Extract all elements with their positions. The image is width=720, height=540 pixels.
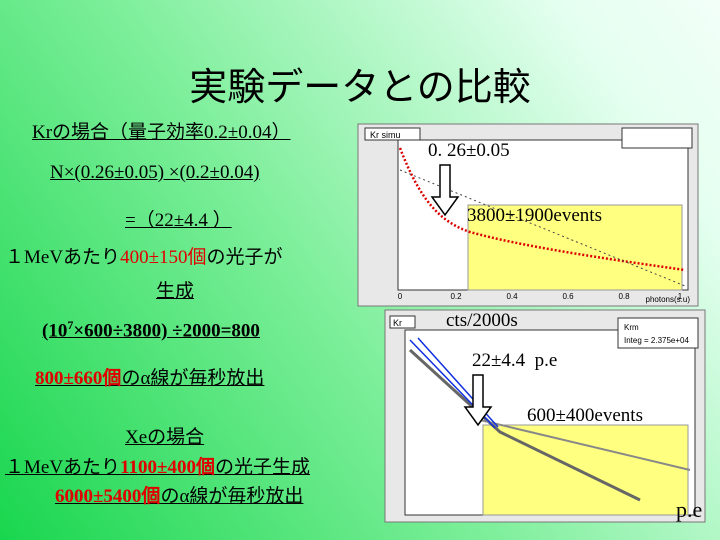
title: 実験データとの比較 [189, 65, 531, 109]
text-line: １MeVあたり1100±400個の光子生成 [5, 452, 310, 479]
plot-title: Kr simu [370, 130, 401, 140]
stats-title: Krm [624, 323, 639, 332]
text: 400±150個 [120, 247, 207, 268]
text-line: Krの場合（量子効率0.2±0.04） [32, 122, 291, 143]
text: 800±660個 [35, 368, 122, 389]
text: 1100±400個 [120, 457, 215, 478]
text-line: 生成 [156, 281, 195, 302]
text: 6000±5400個 [55, 486, 161, 507]
text: の光子が [206, 247, 283, 268]
x-tick-label: 0.4 [506, 292, 518, 301]
annotation: 0. 26±0.05 [428, 140, 510, 161]
x-label: photons(s.u) [646, 295, 691, 304]
arrow [430, 164, 460, 217]
text-line: 6000±5400個のα線が毎秒放出 [55, 481, 303, 508]
annotation: 22±4.4 p.e [472, 350, 558, 371]
annotation: 600±400events [527, 405, 643, 426]
plot-title: Kr [393, 318, 402, 328]
x-tick-label: 0.2 [450, 292, 462, 301]
x-tick-label: 0.6 [562, 292, 574, 301]
x-tick-label: 0.8 [618, 292, 630, 301]
text: (10 [42, 320, 68, 342]
plot-2: Kr Krm Integ = 2.375e+04 [384, 309, 706, 523]
text-line: =（22±4.4 ） [125, 210, 232, 231]
text-line: 800±660個のα線が毎秒放出 [35, 363, 264, 390]
text: １MeVあたり [5, 457, 121, 478]
annotation: p.e [676, 497, 703, 522]
text: の光子生成 [214, 457, 310, 478]
text: １MeVあたり [5, 247, 121, 268]
text-line: １MeVあたり400±150個の光子が [5, 242, 283, 269]
x-tick-label: 1 [678, 292, 683, 301]
arrow [463, 374, 493, 427]
text: ×600÷3800) ÷2000=800 [73, 320, 260, 342]
x-tick-label: 0 [398, 292, 403, 301]
text-line: (107×600÷3800) ÷2000=800 [42, 318, 260, 342]
annotation: cts/2000s [446, 310, 518, 331]
text: のα線が毎秒放出 [160, 486, 304, 507]
text: のα線が毎秒放出 [121, 368, 265, 389]
stats-text: Integ = 2.375e+04 [624, 336, 690, 345]
text: 7 [67, 318, 74, 332]
text-line: N×(0.26±0.05) ×(0.2±0.04) [50, 162, 260, 183]
annotation: 3800±1900events [467, 205, 602, 226]
text-line: Xeの場合 [125, 427, 205, 448]
